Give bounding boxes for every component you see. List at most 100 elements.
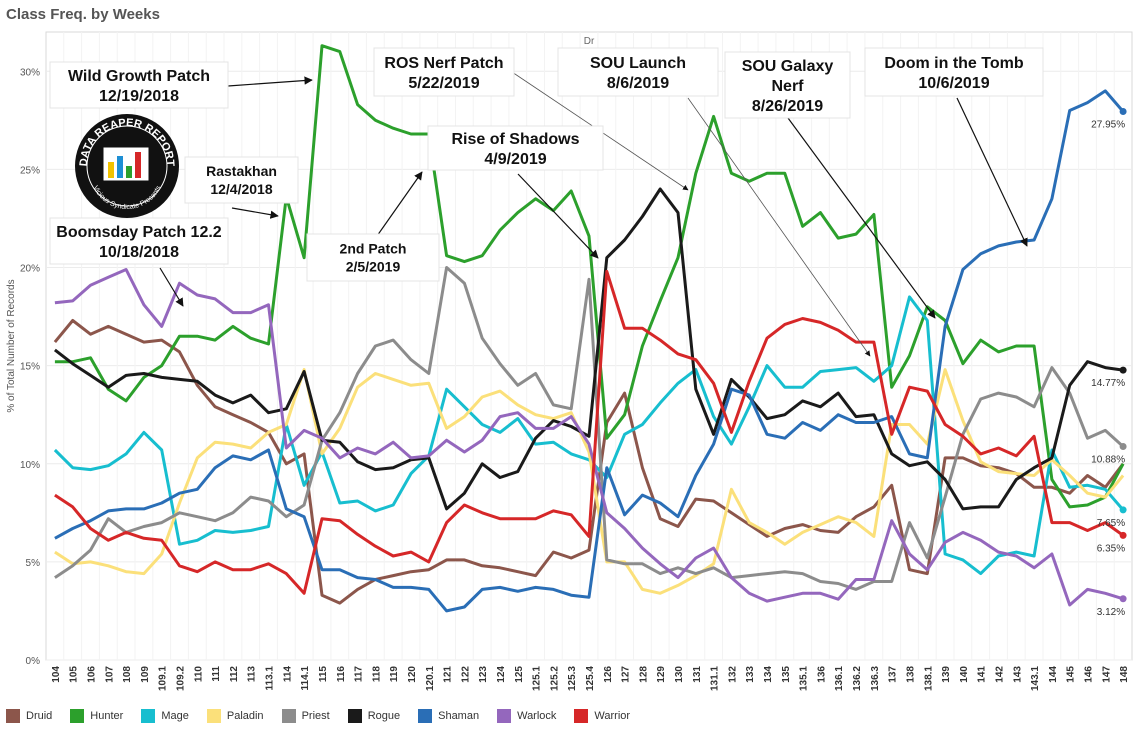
x-tick-label: 114.1 xyxy=(300,666,311,691)
annotation-arrow xyxy=(376,171,423,237)
annotation-text: 8/26/2019 xyxy=(752,98,823,115)
x-tick-label: 143.1 xyxy=(1030,666,1041,691)
annotation-arrow xyxy=(787,117,936,319)
legend-swatch xyxy=(497,709,512,723)
x-tick-label: 135 xyxy=(781,666,792,683)
x-tick-label: 133 xyxy=(745,666,756,683)
x-tick-label: 138 xyxy=(905,666,916,683)
x-tick-label: 130 xyxy=(674,666,685,683)
x-tick-label: 136.3 xyxy=(870,666,881,691)
x-tick-label: 127 xyxy=(621,666,632,683)
x-tick-label: 115 xyxy=(318,666,329,683)
y-tick-label: 20% xyxy=(20,264,40,275)
annotation-6: ROS Nerf Patch 5/22/2019 xyxy=(373,47,515,97)
y-axis-label: % of Total Number of Records xyxy=(6,279,17,412)
annotation-text: 8/6/2019 xyxy=(607,75,669,92)
annotation-text: 5/22/2019 xyxy=(408,75,479,92)
x-tick-label: 147 xyxy=(1101,666,1112,683)
y-tick-label: 25% xyxy=(20,165,40,176)
legend-swatch xyxy=(70,709,85,723)
legend-item-mage: Mage xyxy=(141,709,189,723)
legend-swatch xyxy=(281,709,296,723)
end-point-shaman xyxy=(1119,107,1127,115)
legend-item-shaman: Shaman xyxy=(418,709,479,723)
x-tick-label: 112 xyxy=(229,666,240,683)
annotation-text: 4/9/2019 xyxy=(484,151,546,168)
y-tick-label: 30% xyxy=(20,67,40,78)
x-tick-label: 142 xyxy=(994,666,1005,683)
x-tick-label: 104 xyxy=(51,666,62,683)
x-tick-label: 126 xyxy=(603,666,614,683)
x-tick-label: 129 xyxy=(656,666,667,683)
annotation-3: Boomsday Patch 12.2 10/18/2018 xyxy=(49,217,229,265)
series-line-warrior xyxy=(54,269,1124,595)
legend-item-priest: Priest xyxy=(281,709,330,723)
series-line-rogue xyxy=(53,187,1124,511)
x-tick-label: 120.1 xyxy=(425,666,436,691)
annotation-arrow xyxy=(687,97,871,357)
x-tick-label: 113 xyxy=(247,666,258,683)
x-tick-label: 109.1 xyxy=(158,666,169,691)
legend-item-warrior: Warrior xyxy=(574,709,630,723)
x-tick-label: 125 xyxy=(514,666,525,683)
logo-bar xyxy=(117,156,123,178)
end-point-priest xyxy=(1119,442,1127,450)
x-tick-label: 125.4 xyxy=(585,666,596,691)
x-tick-label: 148 xyxy=(1119,666,1130,683)
x-tick-label: 114 xyxy=(282,666,293,683)
legend: Druid Hunter Mage Paladin Priest Rogue Shaman W… xyxy=(6,709,648,723)
x-tick-label: 109.2 xyxy=(176,666,187,691)
annotation-8: SOU Galaxy Nerf 8/26/2019 xyxy=(724,51,851,119)
annotation-text: Rise of Shadows xyxy=(451,131,579,148)
legend-swatch xyxy=(574,709,589,723)
legend-swatch xyxy=(206,709,221,723)
annotation-box xyxy=(184,156,299,204)
x-tick-label: 105 xyxy=(69,666,80,683)
legend-item-hunter: Hunter xyxy=(70,709,123,723)
x-tick-label: 125.2 xyxy=(549,666,560,691)
annotation-arrow xyxy=(517,173,599,259)
end-point-rogue xyxy=(1119,366,1127,374)
x-tick-label: 125.1 xyxy=(532,666,543,691)
end-point-mage xyxy=(1119,506,1127,514)
x-tick-label: 119 xyxy=(389,666,400,683)
annotation-text: Wild Growth Patch xyxy=(68,68,210,85)
legend-label: Shaman xyxy=(438,710,480,722)
end-point-warrior xyxy=(1119,531,1127,539)
series-line-hunter xyxy=(54,44,1125,509)
x-tick-label: 108 xyxy=(122,666,133,683)
annotation-box xyxy=(49,61,229,109)
end-label-shaman: 27.95% xyxy=(1091,119,1125,130)
annotation-text: 10/6/2019 xyxy=(918,75,989,92)
annotation-text: 2/5/2019 xyxy=(346,259,401,275)
x-tick-label: 143 xyxy=(1012,666,1023,683)
x-tick-label: 128 xyxy=(638,666,649,683)
annotation-box xyxy=(49,217,229,265)
legend-label: Paladin xyxy=(226,710,264,722)
chart-title: Class Freq. by Weeks xyxy=(6,6,160,23)
column-header: Dr xyxy=(584,36,595,47)
end-label-warlock: 3.12% xyxy=(1097,607,1125,618)
legend-swatch xyxy=(347,709,362,723)
logo-bar xyxy=(126,166,132,178)
annotation-text: Nerf xyxy=(771,78,804,95)
x-tick-label: 132 xyxy=(727,666,738,683)
y-tick-label: 10% xyxy=(20,460,40,471)
x-tick-label: 136.2 xyxy=(852,666,863,691)
annotation-text: Doom in the Tomb xyxy=(884,55,1023,72)
legend-item-paladin: Paladin xyxy=(206,709,264,723)
legend-item-rogue: Rogue xyxy=(347,709,400,723)
x-tick-label: 145 xyxy=(1066,666,1077,683)
x-tick-label: 113.1 xyxy=(265,666,276,691)
x-tick-label: 134 xyxy=(763,666,774,683)
x-tick-label: 140 xyxy=(959,666,970,683)
x-tick-label: 131 xyxy=(692,666,703,683)
x-tick-label: 138.1 xyxy=(923,666,934,691)
annotation-text: 12/4/2018 xyxy=(210,181,272,197)
annotation-text: SOU Launch xyxy=(590,55,686,72)
annotation-arrow xyxy=(956,97,1028,247)
annotation-5: Rise of Shadows 4/9/2019 xyxy=(427,125,604,171)
legend-swatch xyxy=(6,709,20,723)
y-tick-label: 5% xyxy=(26,558,41,569)
